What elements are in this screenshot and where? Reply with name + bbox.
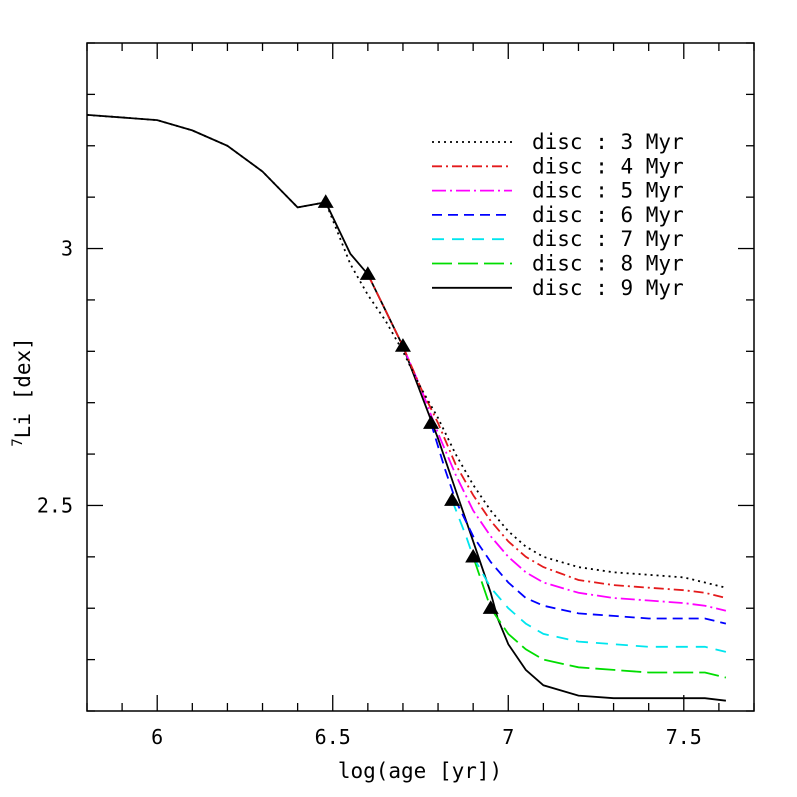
- triangle-marker: [317, 194, 334, 208]
- triangle-marker: [465, 548, 482, 563]
- y-tick-label: 3: [61, 237, 73, 261]
- x-tick-label: 7: [502, 725, 514, 749]
- triangle-marker: [359, 266, 376, 280]
- legend-label-disc-4-myr: disc : 4 Myr: [532, 154, 684, 178]
- legend-label-disc-9-myr: disc : 9 Myr: [532, 276, 684, 300]
- legend-label-disc-5-myr: disc : 5 Myr: [532, 179, 684, 203]
- legend-label-disc-6-myr: disc : 6 Myr: [532, 203, 684, 227]
- plot-frame: [86, 42, 755, 712]
- x-axis-label: log(age [yr]): [338, 759, 502, 783]
- series-line-disc-5-myr: [402, 345, 727, 612]
- series-line-disc-6-myr: [430, 422, 727, 625]
- triangle-marker: [423, 415, 440, 429]
- y-axis-label-main: Li [dex]: [11, 337, 35, 438]
- legend-label-disc-3-myr: disc : 3 Myr: [532, 130, 684, 154]
- x-tick-label: 7.5: [666, 725, 702, 749]
- y-axis-label-superscript: 7: [10, 438, 26, 446]
- x-tick-label: 6.5: [315, 725, 351, 749]
- y-tick-label: 2.5: [37, 493, 73, 517]
- series-line-disc-4-myr: [366, 273, 727, 599]
- triangle-marker: [482, 600, 499, 614]
- y-axis-label: 7Li [dex]: [10, 337, 35, 447]
- series-line-disc-9-myr: [86, 114, 727, 702]
- series-line-disc-3-myr: [86, 114, 727, 589]
- legend-label-disc-8-myr: disc : 8 Myr: [532, 252, 684, 276]
- series-line-disc-8-myr: [472, 556, 727, 679]
- triangle-marker: [444, 492, 461, 506]
- axis-ticks: [86, 42, 755, 712]
- legend-label-disc-7-myr: disc : 7 Myr: [532, 227, 684, 251]
- series-lines: [86, 114, 727, 702]
- data-markers: [317, 194, 499, 614]
- tick-labels: 6 6.5 7 7.5 2.5 3: [37, 237, 702, 749]
- triangle-marker: [394, 338, 411, 352]
- x-tick-label: 6: [151, 725, 163, 749]
